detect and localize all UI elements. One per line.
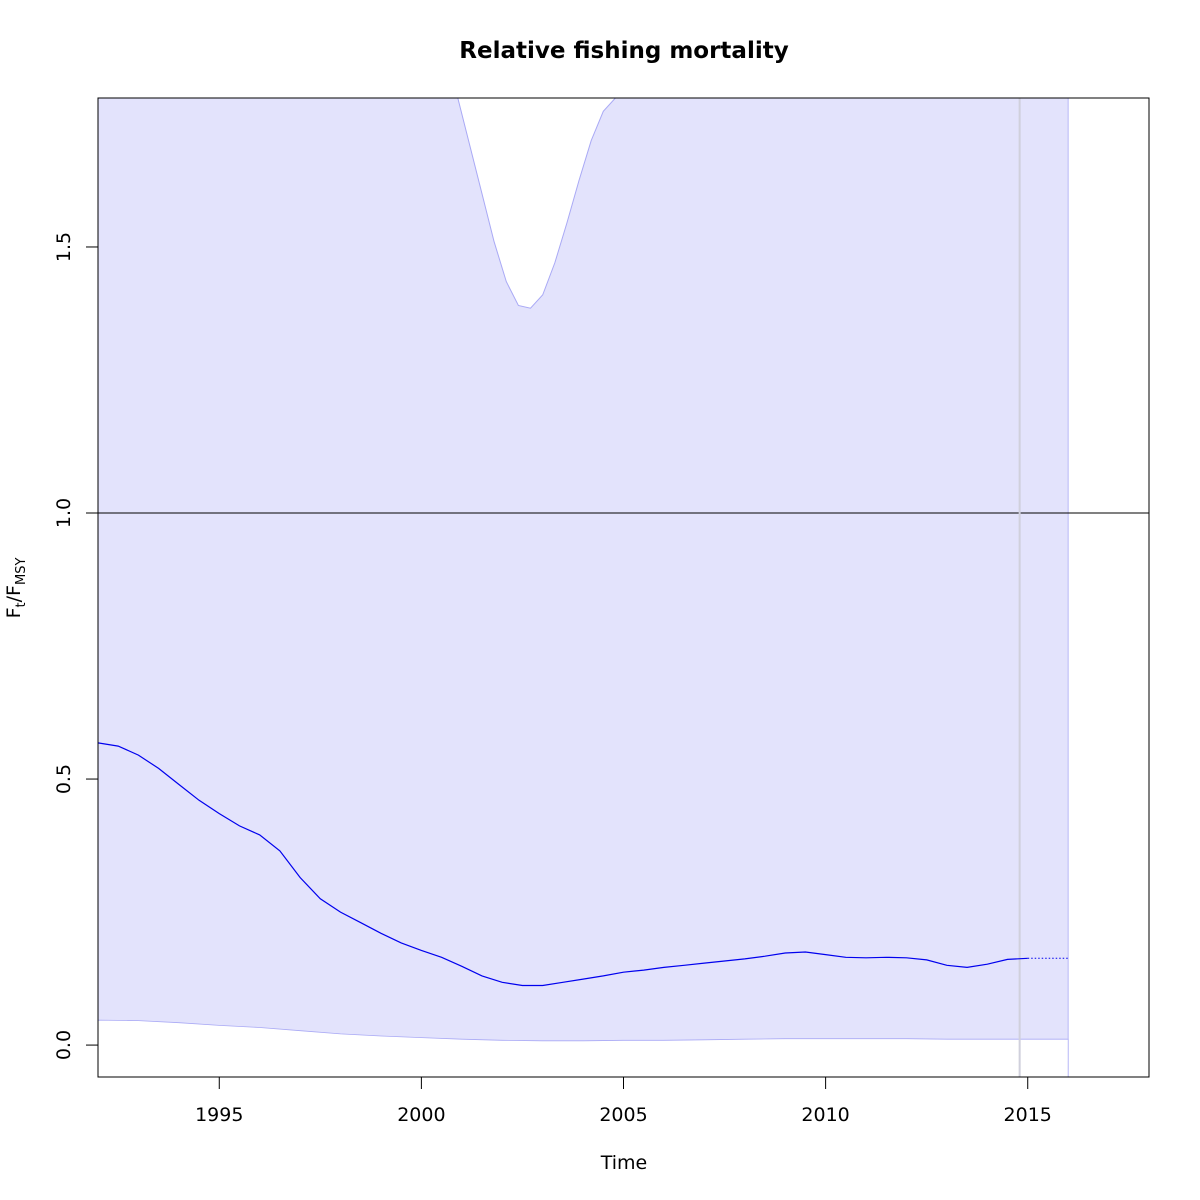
x-axis: 1995 2000 2005 2010 2015 [195, 1076, 1052, 1126]
y-label-main: F [3, 607, 25, 618]
y-axis-label: Ft/FMSY [3, 558, 29, 619]
plot-layer [98, 98, 1149, 1077]
y-tick-label: 1.5 [53, 232, 75, 262]
x-tick-label: 2000 [397, 1104, 445, 1126]
confidence-band [98, 98, 1069, 1077]
y-tick-label: 1.0 [53, 498, 75, 528]
y-label-sub: t [14, 602, 29, 607]
x-tick-label: 1995 [195, 1104, 243, 1126]
y-tick-label: 0.5 [53, 764, 75, 794]
upper-band-gap [457, 98, 616, 309]
svg-text:Ft/FMSY: Ft/FMSY [3, 558, 29, 619]
y-axis: 0.0 0.5 1.0 1.5 [53, 232, 99, 1060]
x-tick-label: 2010 [801, 1104, 849, 1126]
y-tick-label: 0.0 [53, 1030, 75, 1060]
lower-band-gap [98, 1019, 1069, 1077]
x-tick-label: 2015 [1004, 1104, 1052, 1126]
y-label-sub2: MSY [14, 558, 29, 585]
x-tick-label: 2005 [599, 1104, 647, 1126]
series-line-estimate [98, 742, 1028, 987]
x-axis-label: Time [600, 1152, 648, 1174]
chart-title: Relative fishing mortality [459, 38, 788, 64]
y-label-separator: /F [3, 585, 25, 602]
